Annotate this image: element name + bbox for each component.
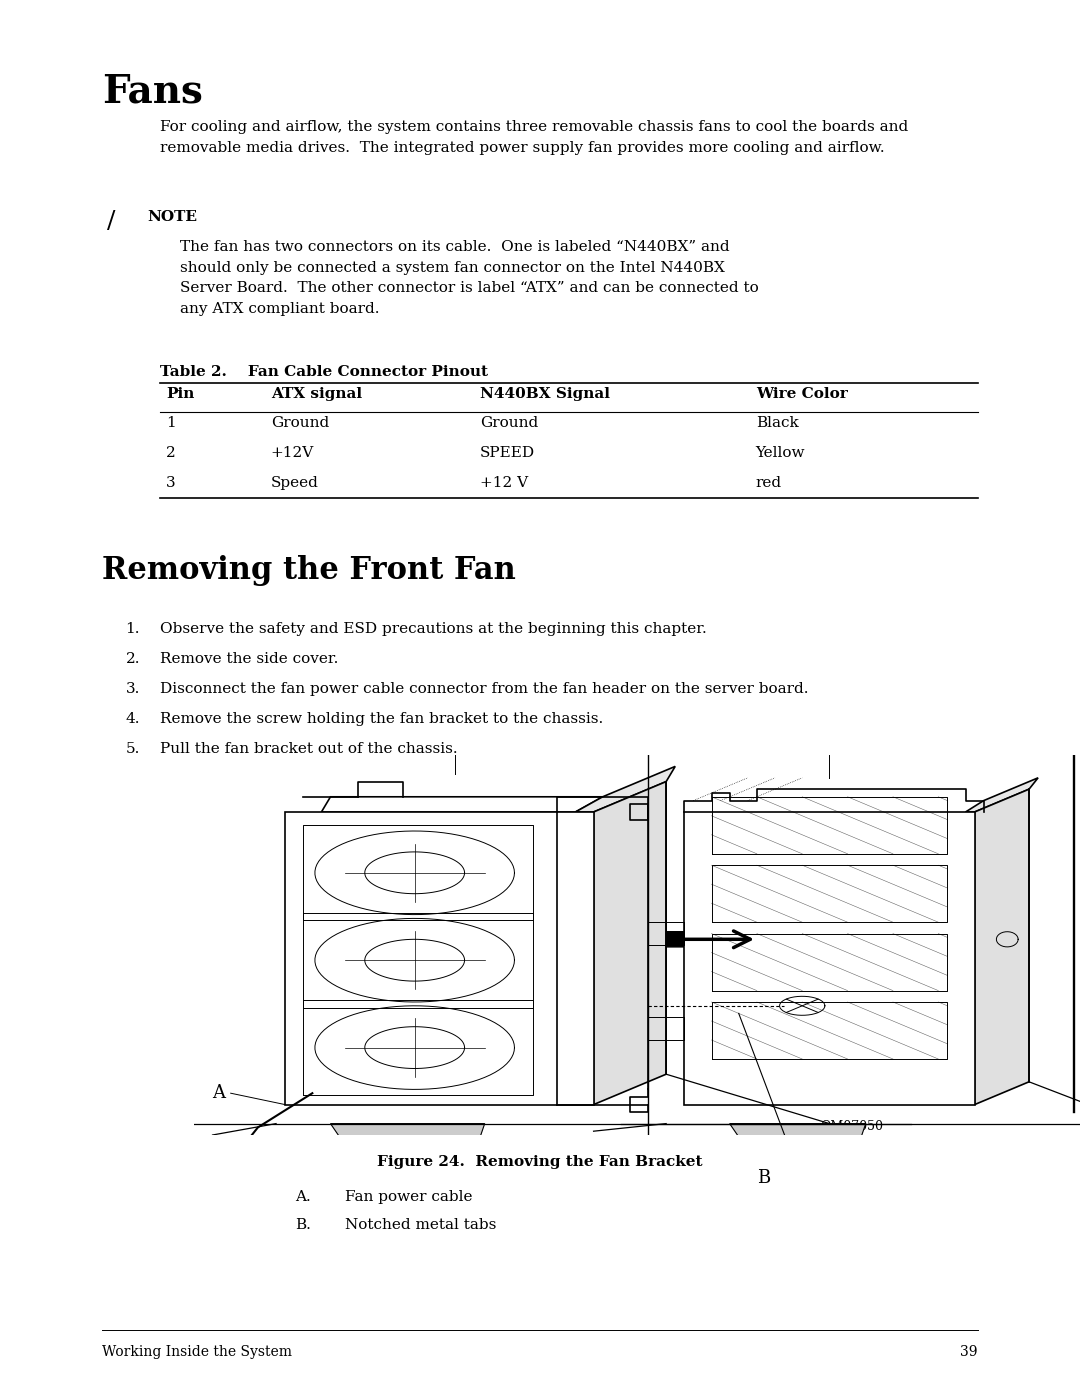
Text: SPEED: SPEED bbox=[480, 446, 535, 460]
Text: Wire Color: Wire Color bbox=[756, 387, 848, 401]
Text: Ground: Ground bbox=[271, 416, 329, 430]
Text: A.: A. bbox=[295, 1190, 311, 1204]
Text: OM07050: OM07050 bbox=[820, 1120, 883, 1133]
Text: N440BX Signal: N440BX Signal bbox=[480, 387, 610, 401]
Text: Disconnect the fan power cable connector from the fan header on the server board: Disconnect the fan power cable connector… bbox=[160, 682, 809, 696]
Bar bbox=[685, 812, 974, 1105]
Text: red: red bbox=[756, 476, 782, 490]
Text: 4.: 4. bbox=[125, 712, 140, 726]
Text: Fans: Fans bbox=[102, 73, 203, 110]
Text: ATX signal: ATX signal bbox=[271, 387, 362, 401]
Text: Yellow: Yellow bbox=[756, 446, 806, 460]
Polygon shape bbox=[330, 1123, 485, 1150]
Text: +12 V: +12 V bbox=[480, 476, 528, 490]
Text: Remove the screw holding the fan bracket to the chassis.: Remove the screw holding the fan bracket… bbox=[160, 712, 604, 726]
Text: Figure 24.  Removing the Fan Bracket: Figure 24. Removing the Fan Bracket bbox=[377, 1155, 703, 1169]
Polygon shape bbox=[966, 778, 1038, 812]
Text: 2: 2 bbox=[166, 446, 176, 460]
Text: Remove the side cover.: Remove the side cover. bbox=[160, 652, 338, 666]
Text: Pin: Pin bbox=[166, 387, 194, 401]
Text: Black: Black bbox=[756, 416, 798, 430]
Polygon shape bbox=[576, 767, 675, 812]
Text: 5.: 5. bbox=[125, 742, 140, 756]
Text: For cooling and airflow, the system contains three removable chassis fans to coo: For cooling and airflow, the system cont… bbox=[160, 120, 908, 155]
Text: NOTE: NOTE bbox=[147, 210, 197, 224]
Text: Ground: Ground bbox=[480, 416, 538, 430]
Bar bbox=[285, 812, 594, 1105]
Text: Table 2.    Fan Cable Connector Pinout: Table 2. Fan Cable Connector Pinout bbox=[160, 365, 488, 379]
Polygon shape bbox=[594, 781, 666, 1105]
Text: 1.: 1. bbox=[125, 622, 140, 636]
Text: Speed: Speed bbox=[271, 476, 319, 490]
FancyArrow shape bbox=[666, 922, 757, 957]
Text: B: B bbox=[757, 1169, 770, 1187]
Text: 1: 1 bbox=[166, 416, 176, 430]
Text: Pull the fan bracket out of the chassis.: Pull the fan bracket out of the chassis. bbox=[160, 742, 458, 756]
Text: /: / bbox=[107, 210, 116, 233]
Text: 2.: 2. bbox=[125, 652, 140, 666]
Polygon shape bbox=[974, 789, 1029, 1105]
Text: Working Inside the System: Working Inside the System bbox=[102, 1345, 292, 1359]
Text: 39: 39 bbox=[960, 1345, 978, 1359]
Text: Observe the safety and ESD precautions at the beginning this chapter.: Observe the safety and ESD precautions a… bbox=[160, 622, 706, 636]
Text: 3.: 3. bbox=[125, 682, 140, 696]
Text: 3: 3 bbox=[166, 476, 176, 490]
Text: +12V: +12V bbox=[271, 446, 314, 460]
Text: Fan power cable: Fan power cable bbox=[345, 1190, 473, 1204]
Text: Removing the Front Fan: Removing the Front Fan bbox=[102, 555, 516, 585]
Polygon shape bbox=[730, 1123, 866, 1150]
Text: Notched metal tabs: Notched metal tabs bbox=[345, 1218, 497, 1232]
Text: A: A bbox=[213, 1084, 226, 1102]
Text: The fan has two connectors on its cable.  One is labeled “N440BX” and
should onl: The fan has two connectors on its cable.… bbox=[180, 240, 759, 316]
Text: B.: B. bbox=[295, 1218, 311, 1232]
Polygon shape bbox=[322, 796, 603, 812]
